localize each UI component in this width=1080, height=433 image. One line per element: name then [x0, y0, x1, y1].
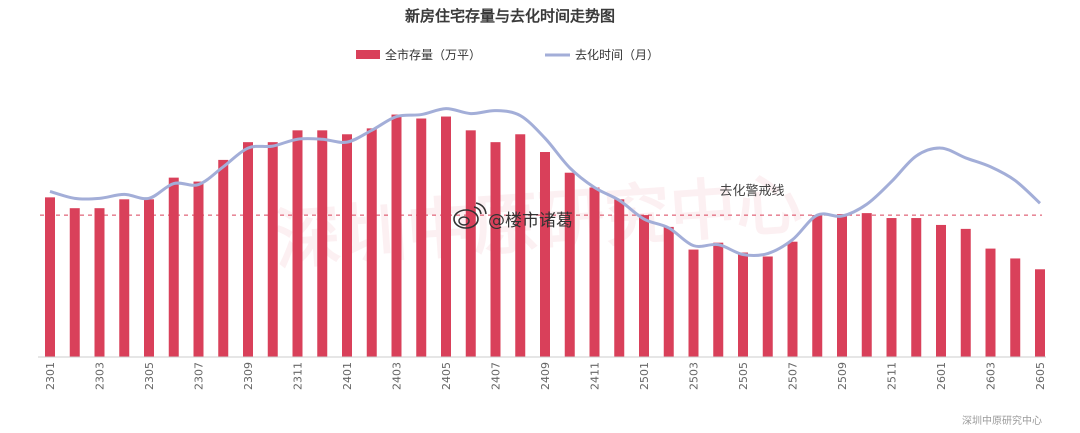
bar-2304	[119, 199, 130, 357]
x-tick-label: 2511	[886, 362, 899, 390]
bar-2509	[837, 214, 847, 357]
bar-2307	[193, 181, 204, 357]
bar-2309	[243, 142, 253, 357]
weibo-logo-icon	[453, 202, 487, 229]
x-tick-label: 2501	[638, 362, 651, 390]
x-tick-label: 2601	[935, 362, 948, 390]
x-tick-label: 2311	[292, 362, 305, 390]
bar-2510	[861, 213, 872, 357]
bar-2508	[812, 215, 823, 357]
bar-2305	[144, 199, 154, 357]
x-tick-label: 2403	[391, 362, 404, 390]
legend-swatch-stock	[356, 50, 380, 59]
x-tick-label: 2301	[44, 362, 57, 390]
x-tick-label: 2401	[341, 362, 354, 390]
bar-2306	[168, 177, 179, 357]
bar-2505	[738, 252, 748, 357]
x-tick-label: 2307	[193, 362, 206, 390]
bar-2407	[490, 142, 501, 357]
x-axis-ticks: 2301 2303 2305 2307 2309 2311 2401 2403 2405 2407…	[44, 362, 1047, 390]
x-tick-label: 2503	[688, 362, 701, 390]
bar-2503	[688, 249, 699, 357]
bar-2502	[663, 226, 674, 357]
bar-2311	[292, 130, 303, 357]
x-tick-label: 2507	[787, 362, 800, 390]
x-tick-label: 2309	[242, 362, 255, 390]
bar-2506	[762, 256, 773, 357]
line-series-path	[49, 107, 1042, 257]
legend-label-stock: 全市存量（万平）	[385, 47, 481, 62]
bar-2411	[589, 187, 600, 357]
bar-2501	[639, 215, 649, 357]
bar-2405	[441, 116, 451, 358]
threshold-label: 去化警戒线	[719, 183, 784, 199]
x-tick-label: 2411	[589, 362, 602, 390]
legend-label-months: 去化时间（月）	[575, 48, 659, 62]
bar-2511	[886, 218, 897, 357]
bar-2602	[960, 228, 971, 357]
bar-2310	[267, 142, 278, 357]
bar-2301	[45, 197, 55, 357]
bar-2601	[936, 224, 946, 357]
x-tick-label: 2605	[1034, 362, 1047, 390]
x-tick-label: 2305	[143, 362, 156, 390]
bar-2403	[391, 114, 402, 357]
bar-2604	[1010, 258, 1021, 357]
x-tick-label: 2509	[836, 362, 849, 390]
bar-2507	[787, 241, 798, 357]
weibo-watermark: @楼市诸葛	[453, 202, 573, 231]
bar-2312	[317, 130, 328, 357]
bar-2412	[614, 199, 625, 357]
bar-2605	[1035, 269, 1045, 357]
bar-2512	[911, 218, 922, 357]
threshold-group: 去化警戒线	[40, 183, 1042, 216]
x-tick-label: 2303	[94, 362, 107, 390]
x-tick-label: 2407	[490, 362, 503, 390]
bar-series	[45, 114, 1045, 358]
bar-2504	[713, 242, 724, 357]
chart-title: 新房住宅存量与去化时间走势图	[405, 7, 615, 25]
bar-2303	[94, 208, 105, 357]
watermark-text: @楼市诸葛	[488, 211, 573, 231]
bar-2603	[985, 248, 996, 357]
bar-2409	[540, 152, 550, 357]
legend: 全市存量（万平） 去化时间（月）	[356, 47, 659, 62]
bar-2401	[342, 134, 352, 357]
x-tick-label: 2603	[985, 362, 998, 390]
x-tick-label: 2405	[440, 362, 453, 390]
bar-2408	[515, 134, 526, 357]
source-note: 深圳中原研究中心	[962, 414, 1042, 427]
x-tick-label: 2409	[539, 362, 552, 390]
bar-2302	[69, 208, 80, 357]
bar-2402	[366, 128, 377, 357]
bar-2406	[465, 130, 476, 357]
bar-2410	[564, 172, 575, 357]
bar-2404	[416, 118, 427, 357]
bar-2308	[218, 159, 229, 357]
x-tick-label: 2505	[737, 362, 750, 390]
